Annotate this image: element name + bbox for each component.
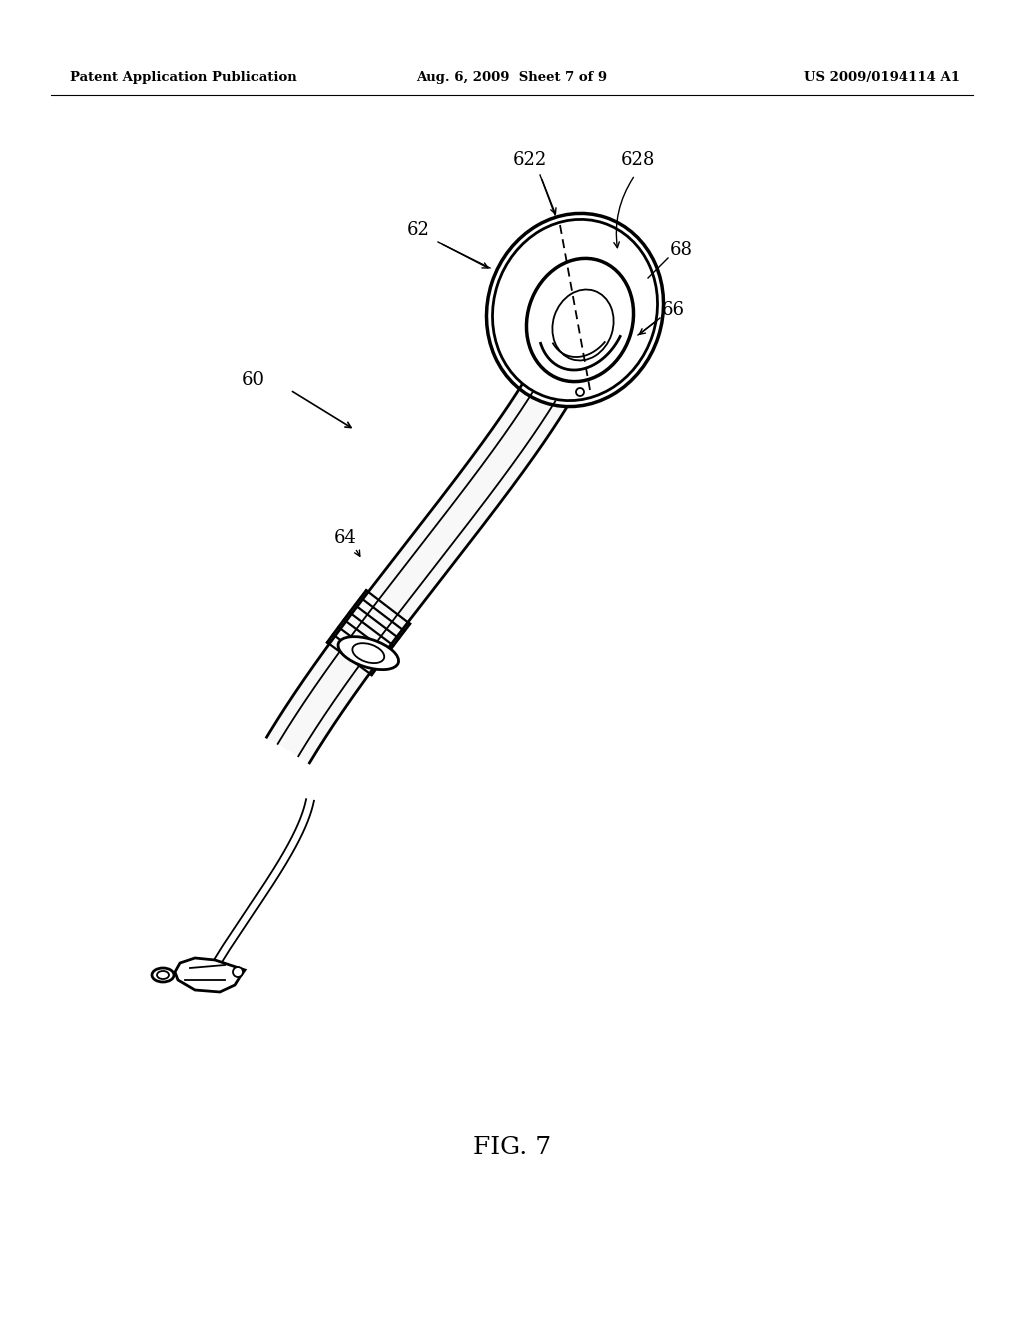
Ellipse shape [352,643,384,663]
Text: Patent Application Publication: Patent Application Publication [70,71,297,84]
Text: US 2009/0194114 A1: US 2009/0194114 A1 [804,71,961,84]
Text: FIG. 7: FIG. 7 [473,1137,551,1159]
Polygon shape [266,381,566,763]
Text: 60: 60 [242,371,265,389]
Ellipse shape [157,972,169,979]
Text: 64: 64 [334,529,356,546]
Text: Aug. 6, 2009  Sheet 7 of 9: Aug. 6, 2009 Sheet 7 of 9 [417,71,607,84]
Ellipse shape [152,968,174,982]
Polygon shape [175,958,245,993]
Text: 622: 622 [513,150,547,169]
Ellipse shape [526,259,634,381]
Ellipse shape [493,219,657,400]
Text: 66: 66 [662,301,685,319]
Ellipse shape [486,214,664,407]
Ellipse shape [338,636,398,669]
Ellipse shape [233,968,243,977]
Text: 628: 628 [621,150,655,169]
Text: 68: 68 [670,242,693,259]
Ellipse shape [552,289,613,360]
Text: 62: 62 [407,220,429,239]
Ellipse shape [575,388,584,396]
